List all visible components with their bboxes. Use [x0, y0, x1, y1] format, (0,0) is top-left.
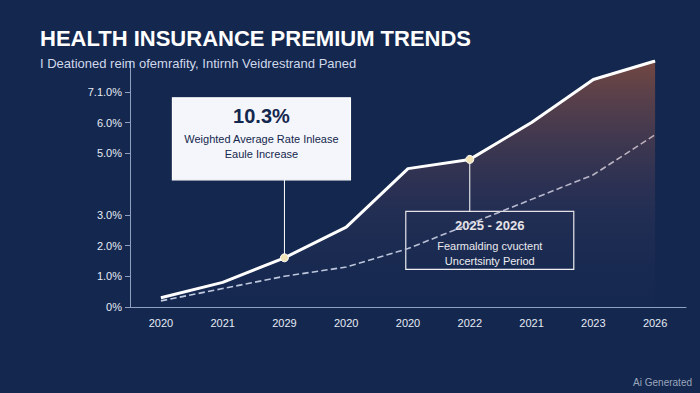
svg-text:2022: 2022	[458, 317, 482, 329]
svg-text:I Deationed reim ofemrafity, I: I Deationed reim ofemrafity, Intirnh Vei…	[40, 56, 356, 71]
svg-text:0%: 0%	[106, 301, 122, 313]
svg-text:5.0%: 5.0%	[97, 147, 122, 159]
svg-text:6.0%: 6.0%	[97, 117, 122, 129]
svg-text:2021: 2021	[519, 317, 543, 329]
svg-text:10.3%: 10.3%	[233, 105, 290, 127]
svg-text:2021: 2021	[210, 317, 234, 329]
svg-text:7.1.0%: 7.1.0%	[88, 86, 122, 98]
svg-text:HEALTH INSURANCE PREMIUM TREND: HEALTH INSURANCE PREMIUM TRENDS	[40, 26, 471, 51]
svg-text:2023: 2023	[581, 317, 605, 329]
svg-text:2020: 2020	[149, 317, 173, 329]
svg-text:2026: 2026	[643, 317, 667, 329]
svg-text:2020: 2020	[396, 317, 420, 329]
svg-text:2.0%: 2.0%	[97, 240, 122, 252]
svg-text:Ai Generated: Ai Generated	[633, 377, 692, 388]
svg-text:2020: 2020	[334, 317, 358, 329]
svg-text:Eaule Increase: Eaule Increase	[225, 148, 298, 160]
svg-text:1.0%: 1.0%	[97, 270, 122, 282]
svg-text:2029: 2029	[272, 317, 296, 329]
svg-text:Weighted Average Rate Inlease: Weighted Average Rate Inlease	[184, 133, 338, 145]
svg-text:3.0%: 3.0%	[97, 209, 122, 221]
